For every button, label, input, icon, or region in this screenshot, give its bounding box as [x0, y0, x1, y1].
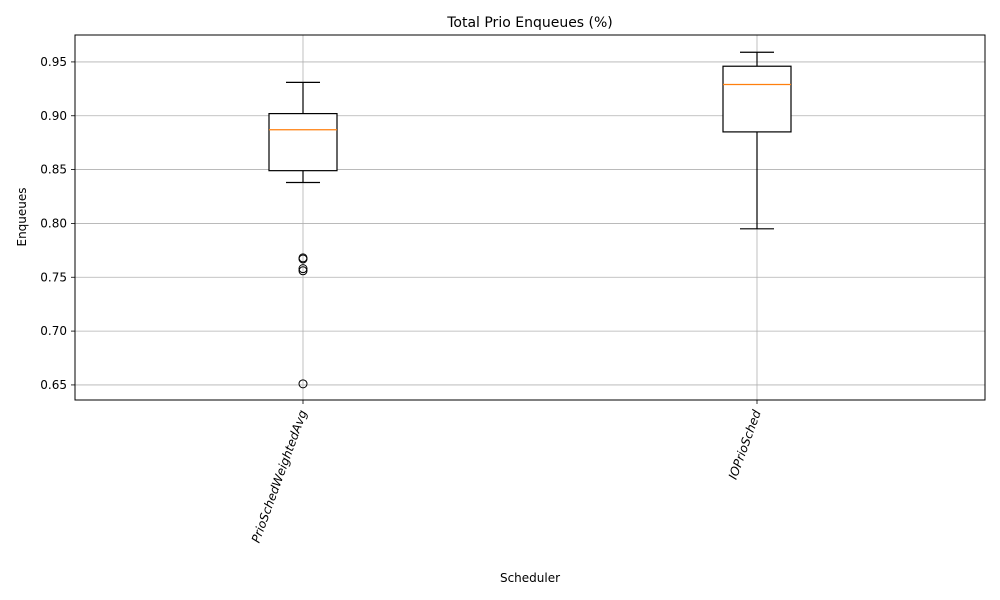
outlier-point: [298, 254, 308, 264]
x-axis-label: Scheduler: [500, 571, 560, 585]
outlier-point: [298, 266, 308, 276]
y-tick-label: 0.90: [40, 109, 67, 123]
box-PrioSchedWeightedAvg: [268, 81, 338, 389]
ticks: 0.65 0.70 0.75 0.80 0.85 0.90 0.95 PrioSchedWei…: [40, 55, 764, 545]
y-tick-label: 0.70: [40, 324, 67, 338]
boxes: [268, 51, 792, 389]
grid: [75, 35, 985, 400]
x-tick-label: PrioSchedWeightedAvg: [249, 408, 310, 545]
box-IOPrioSched: [722, 51, 792, 230]
box-iqr: [268, 112, 338, 172]
chart-title: Total Prio Enqueues (%): [446, 15, 613, 31]
y-tick-label: 0.80: [40, 216, 67, 230]
box-iqr: [722, 65, 792, 133]
y-tick-label: 0.65: [40, 378, 67, 392]
y-tick-label: 0.75: [40, 270, 67, 284]
y-tick-label: 0.85: [40, 163, 67, 177]
plot-frame: [74, 34, 986, 401]
y-axis-label: Enqueues: [15, 187, 29, 246]
y-tick-label: 0.95: [40, 55, 67, 69]
outlier-point: [298, 379, 308, 389]
outlier-point: [298, 264, 308, 274]
x-tick-label: IOPrioSched: [726, 408, 764, 481]
